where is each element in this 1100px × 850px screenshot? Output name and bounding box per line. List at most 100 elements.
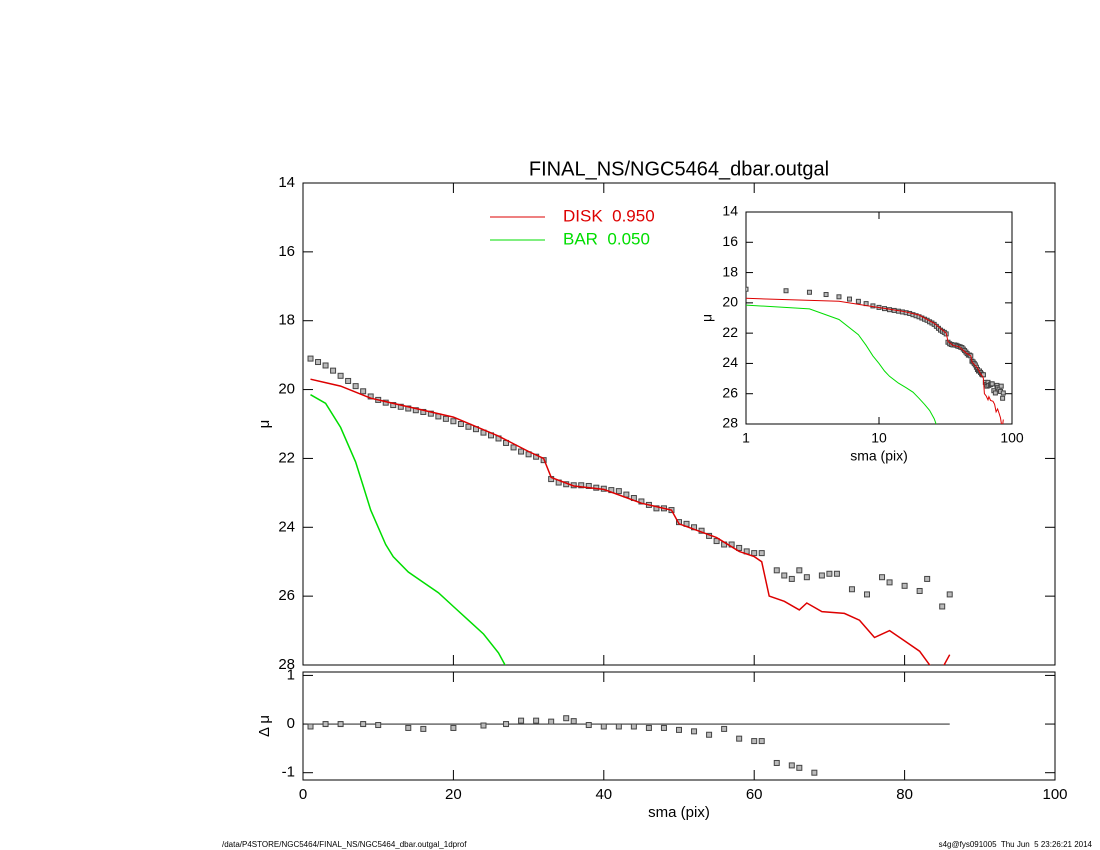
residual-point: [405, 724, 412, 731]
data-point: [833, 570, 840, 577]
y-tick-label: -1: [282, 764, 295, 781]
data-point: [337, 372, 344, 379]
residual-point: [788, 762, 795, 769]
x-tick-label: 40: [595, 786, 612, 803]
data-point: [345, 377, 352, 384]
y-tick-label: 26: [722, 384, 738, 400]
data-point: [315, 359, 322, 366]
data-point: [826, 570, 833, 577]
residual-point: [721, 725, 728, 732]
residual-point: [736, 735, 743, 742]
data-point: [924, 575, 931, 582]
data-point: [864, 591, 870, 598]
data-point: [846, 296, 852, 302]
residual-point: [360, 721, 367, 728]
data-point: [420, 408, 427, 415]
data-point: [360, 388, 367, 395]
data-point: [946, 591, 953, 598]
plot-frame: [302, 182, 1056, 666]
data-point: [412, 407, 419, 414]
residual-point: [563, 715, 570, 722]
y-tick-label: 14: [722, 203, 738, 219]
y-tick-label: 22: [278, 449, 295, 466]
data-point: [916, 587, 923, 594]
data-point: [510, 444, 517, 451]
residual-point: [811, 769, 818, 776]
residual-point: [518, 717, 525, 724]
data-point: [322, 362, 329, 369]
data-point: [879, 574, 886, 581]
data-point: [773, 567, 780, 574]
model-line: [310, 394, 506, 665]
x-tick-label: 0: [299, 786, 307, 803]
data-point: [713, 538, 720, 545]
residual-point: [480, 722, 487, 729]
plot-area: [307, 355, 953, 665]
plot-area: [746, 286, 1006, 424]
data-point: [781, 572, 788, 579]
data-point: [585, 482, 592, 489]
data-point: [746, 286, 749, 292]
data-point: [307, 355, 314, 362]
data-point: [442, 415, 449, 422]
data-point: [823, 292, 829, 298]
x-tick-label: 1: [742, 430, 750, 446]
y-tick-label: 0: [287, 715, 295, 732]
data-point: [330, 367, 337, 374]
residual-point: [322, 721, 329, 728]
y-tick-label: 24: [722, 354, 738, 370]
data-point: [848, 586, 855, 593]
data-point: [450, 418, 457, 425]
legend-label: DISK 0.950: [563, 206, 655, 225]
data-point: [457, 421, 464, 427]
data-point: [901, 582, 908, 589]
y-tick-label: 28: [278, 656, 295, 673]
x-tick-label: 80: [896, 786, 913, 803]
y-axis-label: μ: [699, 314, 715, 322]
y-tick-label: 16: [278, 243, 295, 260]
plot-frame: [302, 671, 1056, 781]
data-point: [676, 519, 682, 526]
x-tick-label: 60: [746, 786, 763, 803]
residual-point: [533, 717, 540, 724]
data-point: [803, 574, 810, 581]
x-axis-label: sma (pix): [850, 448, 908, 464]
residual-point: [337, 721, 344, 728]
residual-point: [645, 724, 652, 731]
y-tick-label: 26: [278, 587, 295, 604]
data-point: [1000, 395, 1006, 401]
data-point: [751, 550, 758, 557]
footer-left: /data/P4STORE/NGC5464/FINAL_NS/NGC5464_d…: [222, 840, 467, 849]
data-point: [998, 383, 1004, 389]
y-tick-label: 22: [722, 324, 738, 340]
data-point: [465, 423, 472, 430]
data-point: [992, 390, 998, 396]
x-tick-label: 100: [1042, 786, 1067, 803]
y-tick-label: 16: [722, 233, 738, 249]
residual-point: [420, 725, 427, 732]
data-point: [390, 402, 397, 409]
data-point: [939, 603, 946, 610]
x-axis-label: sma (pix): [648, 804, 710, 821]
data-point: [736, 544, 743, 551]
data-point: [806, 289, 812, 295]
model-line: [746, 297, 1004, 424]
data-point: [886, 579, 893, 586]
residual-point: [375, 722, 382, 729]
data-point: [758, 550, 765, 557]
x-tick-label: 10: [871, 430, 887, 446]
x-tick-label: 100: [1000, 430, 1024, 446]
y-tick-label: 28: [722, 415, 738, 431]
residual-point: [503, 721, 510, 728]
chart-title: FINAL_NS/NGC5464_dbar.outgal: [529, 158, 829, 180]
y-tick-label: 1: [287, 666, 295, 683]
data-point: [405, 405, 412, 412]
residual-point: [450, 724, 457, 731]
y-tick-label: 18: [722, 263, 738, 279]
residual-point: [796, 764, 803, 771]
plot-area: [307, 715, 950, 776]
data-point: [788, 575, 795, 582]
y-tick-label: 20: [722, 294, 738, 310]
inset-background: [746, 212, 1012, 424]
y-tick-label: 20: [278, 381, 295, 398]
